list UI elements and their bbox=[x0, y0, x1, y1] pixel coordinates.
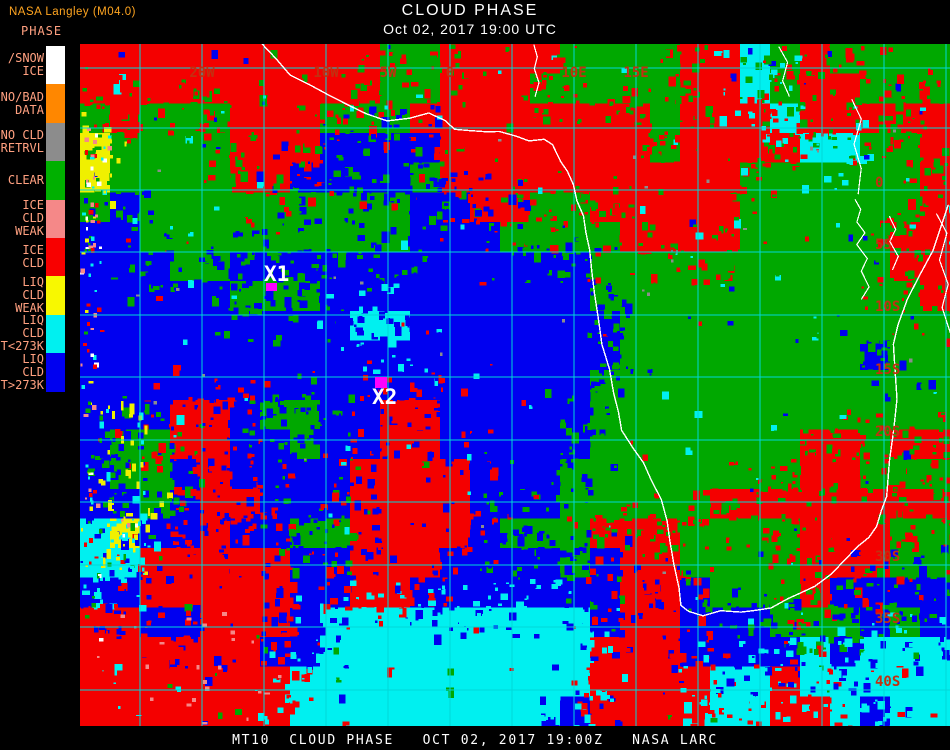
legend-item-label: ICE CLD bbox=[22, 243, 44, 271]
legend-item-clear: CLEAR bbox=[0, 161, 70, 200]
legend-item-label: NO CLD RETRVL bbox=[0, 127, 44, 155]
lat-label: 0 bbox=[875, 175, 883, 191]
lat-label: 5S bbox=[875, 237, 892, 253]
legend-color-swatch bbox=[46, 314, 65, 354]
legend-item-ice-cld-weak: ICE CLD WEAK bbox=[0, 198, 70, 239]
status-bar: MT10 CLOUD PHASE OCT 02, 2017 19:00Z NAS… bbox=[232, 733, 718, 748]
legend-item-no-cld-retrvl: NO CLD RETRVL bbox=[0, 122, 70, 162]
lon-label: 20W bbox=[189, 65, 215, 81]
legend-color-swatch bbox=[46, 237, 65, 277]
legend-color-swatch bbox=[46, 199, 65, 238]
legend-item-snow-ice: SNOW/ ICE bbox=[0, 46, 70, 85]
legend-item-label: LIQ CLD T<273K bbox=[0, 313, 44, 354]
marker-label: X1 bbox=[264, 262, 289, 286]
lon-label: 15E bbox=[623, 65, 648, 81]
legend-color-swatch bbox=[46, 353, 65, 392]
legend-item-liq-cld-lt273: LIQ CLD T<273K bbox=[0, 313, 70, 354]
lat-label: 20S bbox=[875, 424, 900, 440]
lat-label: 35S bbox=[875, 611, 900, 627]
product-label: NASA Langley (M04.0) bbox=[9, 6, 136, 18]
marker-box bbox=[266, 283, 277, 291]
lat-label: 10S bbox=[875, 299, 900, 315]
legend-item-no-bad-data: NO/BAD DATA bbox=[0, 84, 70, 123]
timestamp: Oct 02, 2017 19:00 UTC bbox=[383, 21, 557, 37]
legend-item-liq-cld-weak: LIQ CLD WEAK bbox=[0, 275, 70, 316]
legend-color-swatch bbox=[46, 161, 65, 200]
lat-label: 40S bbox=[875, 674, 900, 690]
legend-color-swatch bbox=[46, 84, 65, 123]
legend-item-ice-cld: ICE CLD bbox=[0, 237, 70, 277]
legend-color-swatch bbox=[46, 122, 65, 162]
legend-color-swatch bbox=[46, 46, 65, 85]
cloud-phase-map: 20W 10W 5W 0 10E 15E 0 5S 10S 15S 20S 30S 35S 40S X1 X2 bbox=[80, 44, 950, 726]
lon-label: 5W bbox=[380, 65, 397, 81]
legend-title: PHASE bbox=[21, 24, 63, 38]
legend-item-label: SNOW/ ICE bbox=[7, 51, 44, 79]
lon-label: 10W bbox=[313, 65, 339, 81]
legend-item-label: ICE CLD WEAK bbox=[15, 198, 44, 239]
marker-label: X2 bbox=[372, 385, 397, 409]
legend-item-liq-cld-gt273: LIQ CLD T>273K bbox=[0, 351, 70, 392]
legend-item-label: LIQ CLD WEAK bbox=[15, 275, 44, 316]
title-block: CLOUD PHASE Oct 02, 2017 19:00 UTC bbox=[0, 0, 940, 37]
lon-label: 10E bbox=[561, 65, 586, 81]
legend-color-swatch bbox=[46, 276, 65, 315]
phase-legend: SNOW/ ICE NO/BAD DATA NO CLD RETRVL CLEAR IC… bbox=[0, 46, 70, 392]
lat-label: 15S bbox=[875, 362, 900, 378]
legend-item-label: NO/BAD DATA bbox=[0, 89, 44, 117]
legend-item-label: LIQ CLD T>273K bbox=[0, 351, 44, 392]
legend-item-label: CLEAR bbox=[7, 172, 44, 187]
marker-box bbox=[375, 377, 387, 388]
lon-label: 0 bbox=[446, 65, 454, 81]
lat-label: 30S bbox=[875, 549, 900, 565]
page-title: CLOUD PHASE bbox=[401, 2, 539, 19]
